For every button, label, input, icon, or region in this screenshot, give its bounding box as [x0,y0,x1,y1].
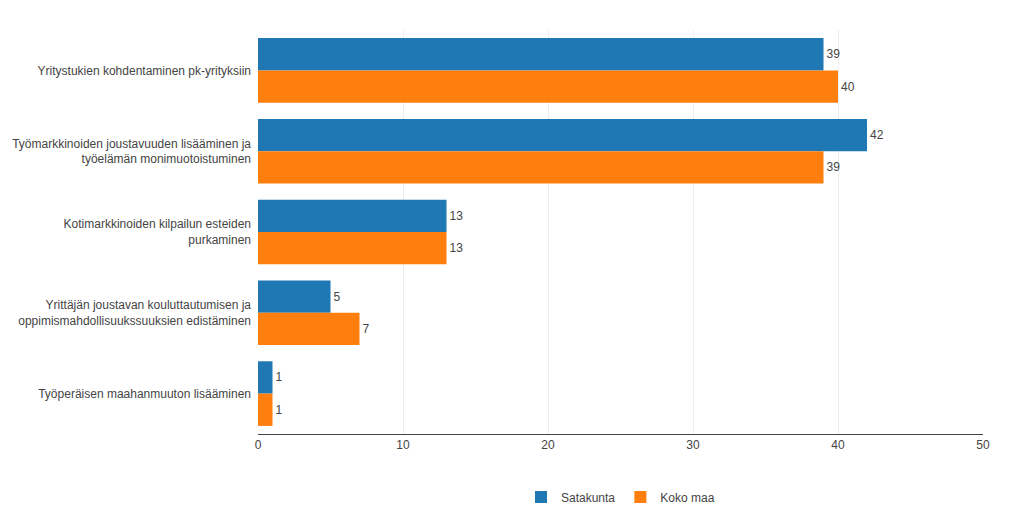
svg-text:39: 39 [827,47,841,61]
svg-text:1: 1 [276,403,283,417]
svg-text:Satakunta: Satakunta [561,491,615,505]
svg-text:Yrittäjän joustavan kouluttaut: Yrittäjän joustavan kouluttautumisen jao… [18,298,251,328]
svg-text:20: 20 [541,438,555,452]
svg-text:1: 1 [276,370,283,384]
svg-text:Yritystukien kohdentaminen pk-: Yritystukien kohdentaminen pk-yrityksiin [38,64,251,78]
svg-text:Koko maa: Koko maa [660,491,714,505]
svg-text:13: 13 [450,241,464,255]
svg-text:13: 13 [450,209,464,223]
svg-text:42: 42 [870,128,884,142]
svg-text:Kotimarkkinoiden kilpailun est: Kotimarkkinoiden kilpailun esteidenpurka… [64,217,251,247]
svg-text:40: 40 [841,80,855,94]
svg-text:Työperäisen maahanmuuton lisää: Työperäisen maahanmuuton lisääminen [38,387,251,401]
svg-text:50: 50 [976,438,990,452]
svg-text:7: 7 [363,322,370,336]
svg-text:30: 30 [686,438,700,452]
svg-text:40: 40 [831,438,845,452]
svg-text:39: 39 [827,160,841,174]
svg-text:0: 0 [255,438,262,452]
svg-text:5: 5 [334,290,341,304]
svg-text:Työmarkkinoiden joustavuuden l: Työmarkkinoiden joustavuuden lisääminen … [12,137,251,167]
svg-text:10: 10 [396,438,410,452]
